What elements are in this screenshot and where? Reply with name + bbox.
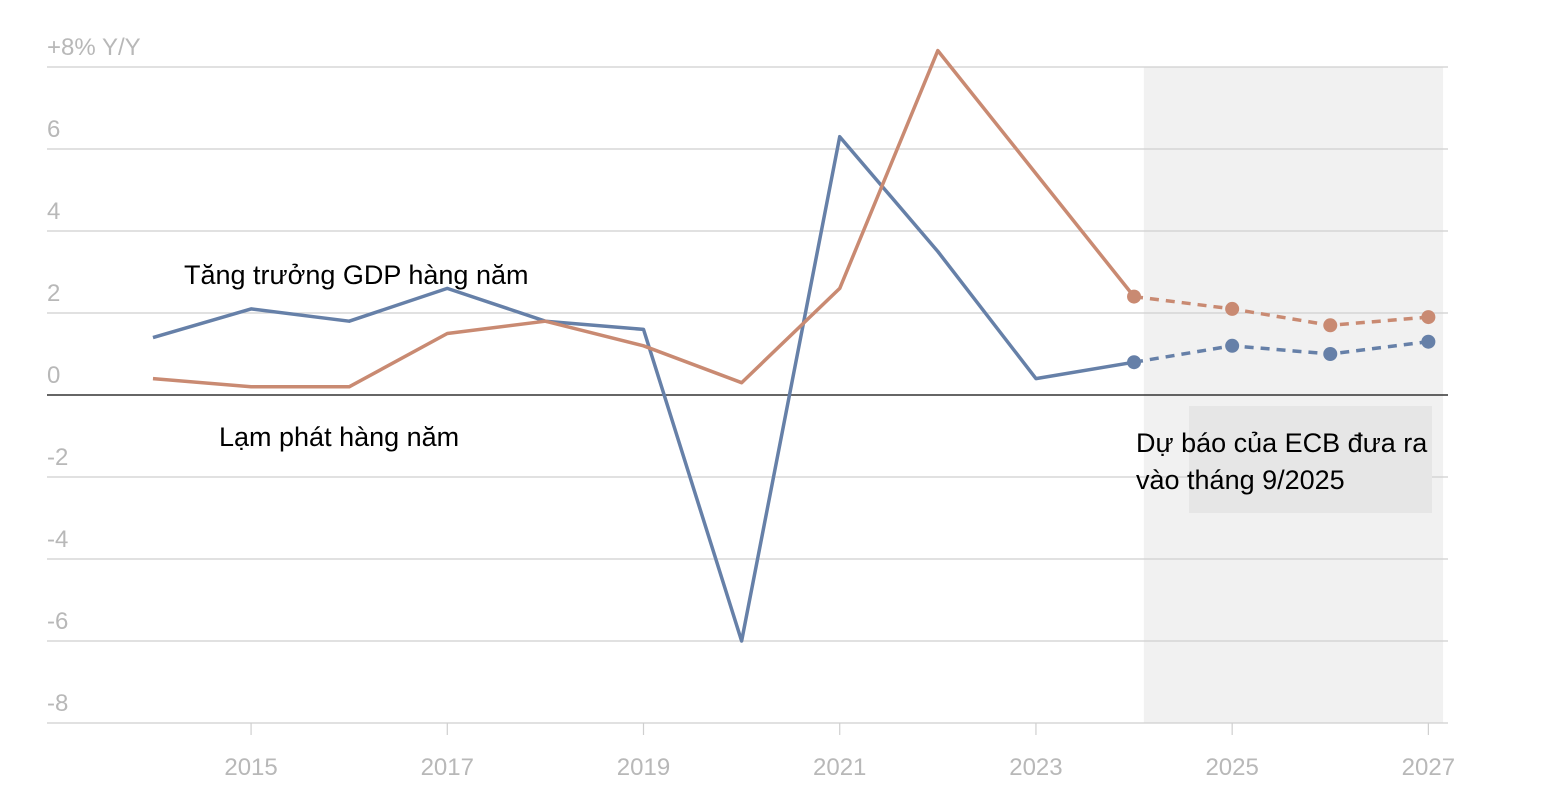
x-tick-label: 2021: [813, 754, 866, 781]
y-tick-label: +8% Y/Y: [47, 34, 141, 61]
forecast-point: [1421, 334, 1436, 349]
y-tick-label: -8: [47, 690, 68, 717]
y-tick-label: 6: [47, 116, 60, 143]
y-tick-label: -2: [47, 444, 68, 471]
x-tick-label: 2017: [421, 754, 474, 781]
x-tick-label: 2027: [1402, 754, 1455, 781]
annotation-box: [1189, 406, 1432, 513]
forecast-line: [1133, 339, 1429, 364]
forecast-point: [1323, 318, 1338, 333]
line: [152, 134, 1135, 643]
y-tick-label: 0: [47, 362, 60, 389]
annotation: vào tháng 9/2025: [1136, 465, 1345, 495]
forecast-point: [1225, 301, 1240, 316]
series-label: Lạm phát hàng năm: [219, 422, 459, 452]
x-tick-label: 2015: [224, 754, 277, 781]
annotation: Dự báo của ECB đưa ra: [1136, 428, 1428, 458]
x-tick-label: 2019: [617, 754, 670, 781]
y-tick-label: 2: [47, 280, 60, 307]
forecast-point: [1323, 347, 1338, 361]
forecast-point: [1127, 289, 1142, 304]
forecast-point: [1225, 338, 1240, 353]
x-tick-label: 2023: [1009, 754, 1062, 781]
forecast-line: [1133, 294, 1429, 328]
series-label: Tăng trưởng GDP hàng năm: [184, 260, 528, 290]
line: [152, 48, 1136, 389]
y-tick-label: -4: [47, 526, 68, 553]
y-tick-label: -6: [47, 608, 68, 635]
forecast-point: [1127, 355, 1142, 370]
forecast-point: [1421, 310, 1436, 325]
x-tick-label: 2025: [1205, 754, 1258, 781]
y-tick-label: 4: [47, 198, 60, 225]
